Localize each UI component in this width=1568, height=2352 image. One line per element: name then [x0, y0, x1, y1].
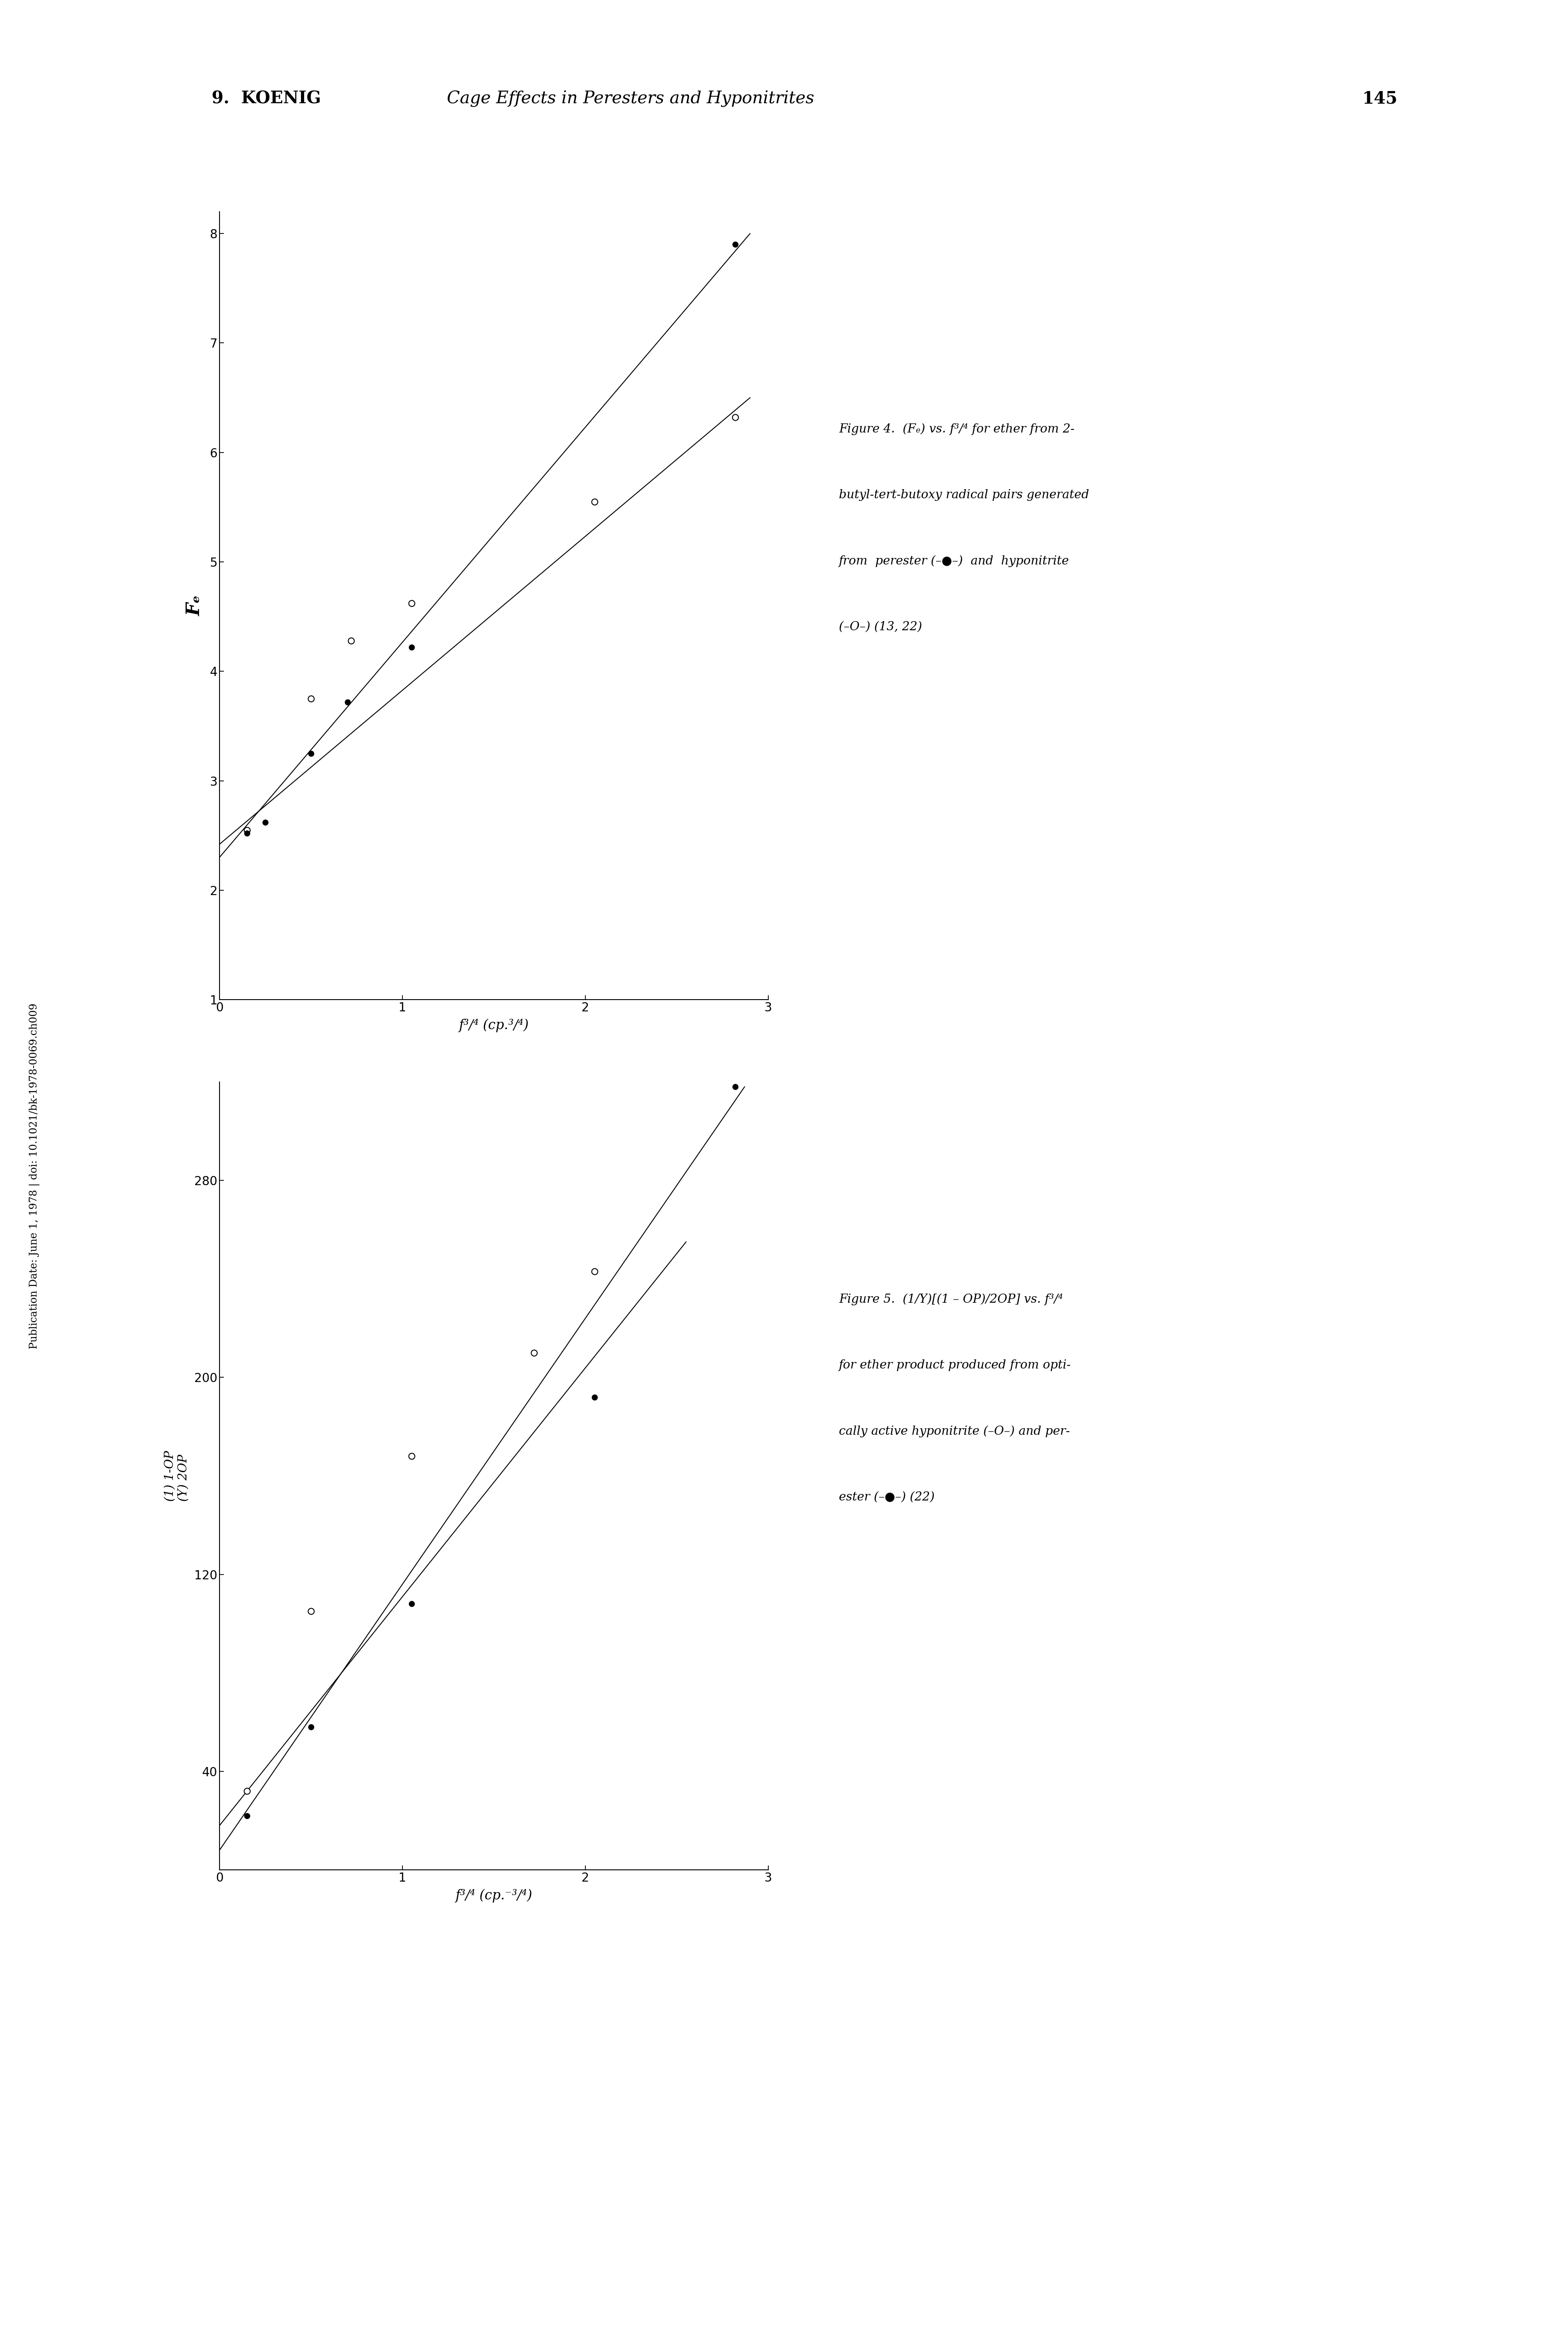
- Text: ester (–●–) (22): ester (–●–) (22): [839, 1491, 935, 1503]
- Text: butyl-tert-butoxy radical pairs generated: butyl-tert-butoxy radical pairs generate…: [839, 489, 1090, 501]
- Text: Publication Date: June 1, 1978 | doi: 10.1021/bk-1978-0069.ch009: Publication Date: June 1, 1978 | doi: 10…: [30, 1002, 39, 1350]
- Y-axis label: (1) 1-OP
(Y) 2OP: (1) 1-OP (Y) 2OP: [165, 1451, 190, 1501]
- Text: for ether product produced from opti-: for ether product produced from opti-: [839, 1359, 1071, 1371]
- X-axis label: f³/⁴ (cp.⁻³/⁴): f³/⁴ (cp.⁻³/⁴): [455, 1889, 533, 1903]
- Text: Figure 5.  (1/Y)[(1 – OP)/2OP] vs. f³/⁴: Figure 5. (1/Y)[(1 – OP)/2OP] vs. f³/⁴: [839, 1294, 1063, 1305]
- Text: 9.  KOENIG: 9. KOENIG: [212, 89, 321, 108]
- Text: from  perester (–●–)  and  hyponitrite: from perester (–●–) and hyponitrite: [839, 555, 1069, 567]
- Text: (–O–) (13, 22): (–O–) (13, 22): [839, 621, 922, 633]
- Text: cally active hyponitrite (–O–) and per-: cally active hyponitrite (–O–) and per-: [839, 1425, 1069, 1437]
- X-axis label: f³/⁴ (cp.³/⁴): f³/⁴ (cp.³/⁴): [459, 1018, 528, 1033]
- Text: Figure 4.  (Fₑ) vs. f³/⁴ for ether from 2-: Figure 4. (Fₑ) vs. f³/⁴ for ether from 2…: [839, 423, 1074, 435]
- Text: 145: 145: [1363, 89, 1397, 108]
- Text: Cage Effects in Peresters and Hyponitrites: Cage Effects in Peresters and Hyponitrit…: [447, 89, 814, 108]
- Y-axis label: Fₑ: Fₑ: [185, 595, 204, 616]
